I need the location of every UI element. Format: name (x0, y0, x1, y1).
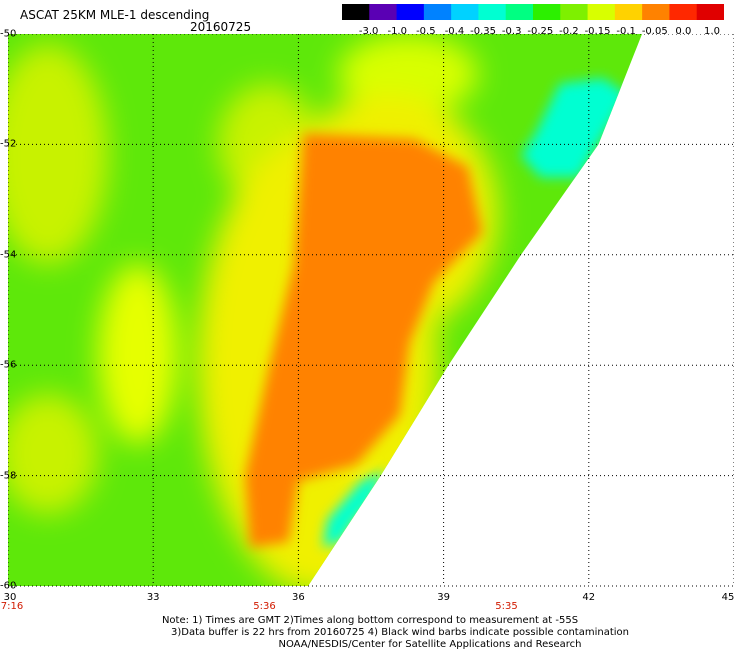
lon-tick-label: 33 (146, 592, 160, 603)
mle-regions (245, 78, 628, 548)
lat-tick-label: -56 (0, 359, 17, 371)
colorbar-label: -0.25 (527, 26, 554, 37)
colorbar-swatches (342, 4, 724, 20)
colorbar-swatch (396, 4, 425, 20)
lon-tick-label: 39 (437, 592, 450, 603)
lat-tick-label: -58 (0, 470, 17, 482)
time-label: 5:35 (495, 601, 518, 612)
colorbar-swatch (642, 4, 670, 20)
colorbar-swatch (696, 4, 724, 20)
lat-lon-grid (8, 34, 734, 587)
lat-tick-label: -50 (0, 28, 17, 40)
time-label: 5:36 (253, 601, 276, 612)
time-label: 7:16 (0, 601, 24, 612)
region-low-mle-patch-south (322, 470, 386, 548)
footer-note-2: 3)Data buffer is 22 hrs from 20160725 4)… (171, 627, 629, 638)
footer-note-1: Note: 1) Times are GMT 2)Times along bot… (161, 615, 579, 626)
lon-tick-label: 42 (582, 592, 596, 603)
colorbar-swatch (423, 4, 452, 20)
region-low-mle-patch-east (521, 78, 628, 178)
colorbar-label: -0.1 (616, 26, 636, 37)
map-date: 20160725 (190, 20, 252, 34)
colorbar-swatch (505, 4, 534, 20)
colorbar-label: -1.0 (387, 26, 407, 37)
colorbar-label: 0.0 (675, 26, 692, 37)
colorbar-swatch (478, 4, 507, 20)
colorbar-swatch (669, 4, 698, 20)
colorbar-swatch (614, 4, 643, 20)
map-plot (8, 34, 734, 587)
lat-tick-label: -60 (0, 580, 17, 592)
colorbar-label: 1.0 (704, 26, 720, 37)
colorbar-label: -0.15 (584, 26, 611, 37)
colorbar-label: -0.2 (559, 26, 579, 37)
colorbar-label: -0.4 (444, 26, 465, 37)
colorbar-label: -0.3 (501, 26, 522, 37)
colorbar-label: -0.35 (470, 26, 496, 37)
footer-note-3: NOAA/NESDIS/Center for Satellite Applica… (278, 639, 582, 650)
lon-tick-label: 36 (292, 592, 305, 603)
colorbar-label: -0.5 (416, 26, 436, 37)
mle-field (8, 34, 643, 586)
colorbar-swatch (587, 4, 616, 20)
region-high-mle-core (245, 133, 483, 548)
colorbar-swatch (451, 4, 479, 20)
colorbar-swatch (560, 4, 589, 20)
colorbar-swatch (369, 4, 398, 20)
lat-tick-label: -54 (0, 249, 17, 261)
lon-tick-label: 30 (3, 592, 17, 603)
map-title: ASCAT 25KM MLE-1 descending (20, 8, 210, 22)
lon-tick-label: 45 (721, 592, 735, 603)
colorbar-label: -3.0 (358, 26, 379, 37)
colorbar-label: -0.05 (641, 26, 668, 37)
lat-tick-label: -52 (0, 138, 17, 150)
colorbar-swatch (533, 4, 561, 20)
colorbar (342, 4, 724, 20)
colorbar-swatch (342, 4, 370, 20)
